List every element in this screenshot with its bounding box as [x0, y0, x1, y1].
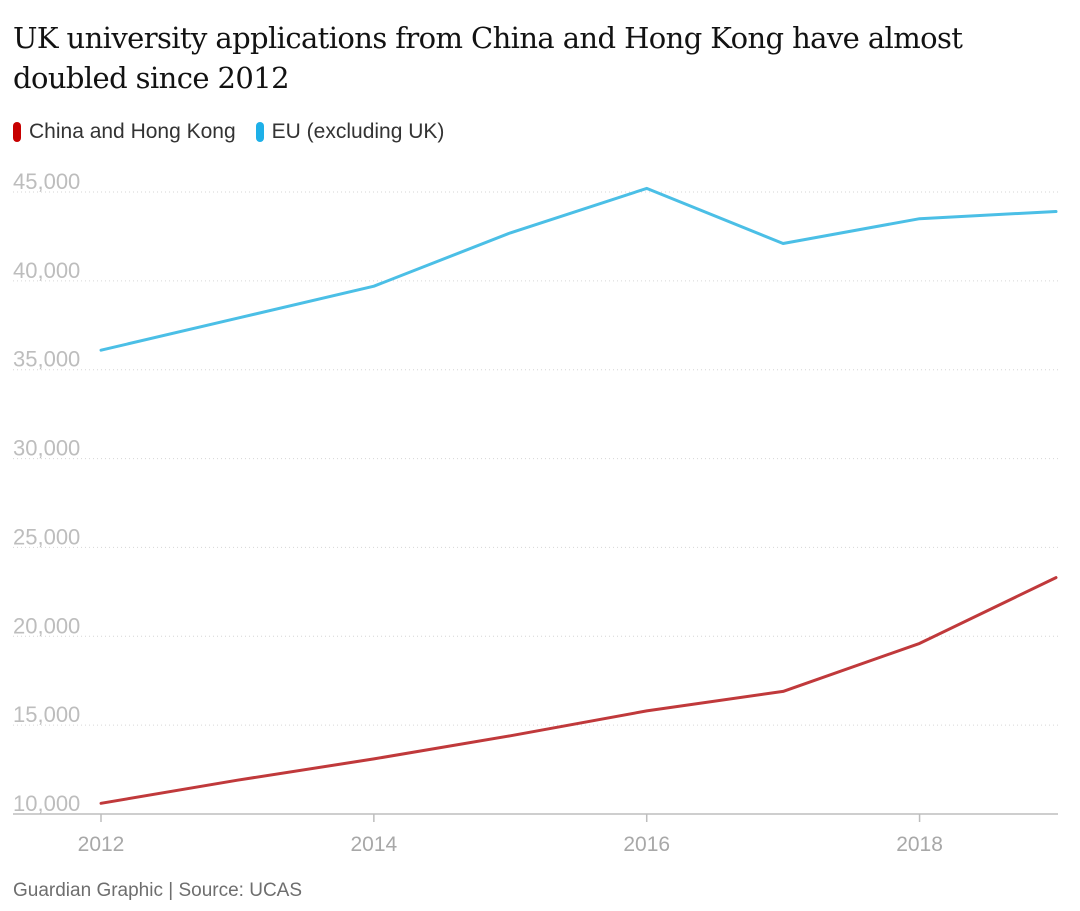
x-tick-label: 2014	[350, 833, 397, 856]
series-lines	[99, 186, 1058, 805]
legend-swatch-china-hong-kong	[13, 122, 21, 142]
chart-title: UK university applications from China an…	[13, 21, 963, 95]
y-tick-label: 35,000	[13, 347, 80, 372]
series-line-china-and-hong-kong	[99, 576, 1058, 805]
y-tick-label: 25,000	[13, 524, 80, 549]
y-tick-label: 20,000	[13, 613, 80, 638]
y-tick-label: 15,000	[13, 702, 80, 727]
legend-label-china-hong-kong: China and Hong Kong	[29, 120, 236, 143]
source-note: Guardian Graphic | Source: UCAS	[13, 880, 303, 901]
gridlines	[13, 191, 1058, 726]
tick-labels: 10,000 15,000 20,000 25,000 30,000 35,000 40,0…	[13, 169, 943, 856]
legend-swatch-eu	[255, 122, 264, 142]
x-axis	[13, 813, 1058, 822]
y-tick-label: 10,000	[13, 791, 80, 816]
legend: China and Hong Kong EU (excluding UK)	[13, 120, 464, 144]
x-tick-label: 2018	[896, 833, 943, 856]
y-tick-label: 30,000	[13, 436, 80, 461]
y-tick-label: 45,000	[13, 169, 80, 194]
legend-label-eu: EU (excluding UK)	[271, 120, 445, 143]
y-tick-label: 40,000	[13, 258, 80, 283]
legend-item-eu: EU (excluding UK)	[255, 120, 445, 144]
line-chart: 10,000 15,000 20,000 25,000 30,000 35,000 40,0…	[13, 169, 1058, 856]
x-tick-label: 2016	[623, 833, 670, 856]
legend-item-china-hong-kong: China and Hong Kong	[13, 120, 236, 144]
series-line-eu-excluding-uk	[99, 186, 1058, 352]
x-tick-label: 2012	[78, 833, 125, 856]
